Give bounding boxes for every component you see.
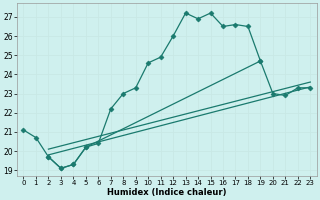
X-axis label: Humidex (Indice chaleur): Humidex (Indice chaleur)	[107, 188, 227, 197]
